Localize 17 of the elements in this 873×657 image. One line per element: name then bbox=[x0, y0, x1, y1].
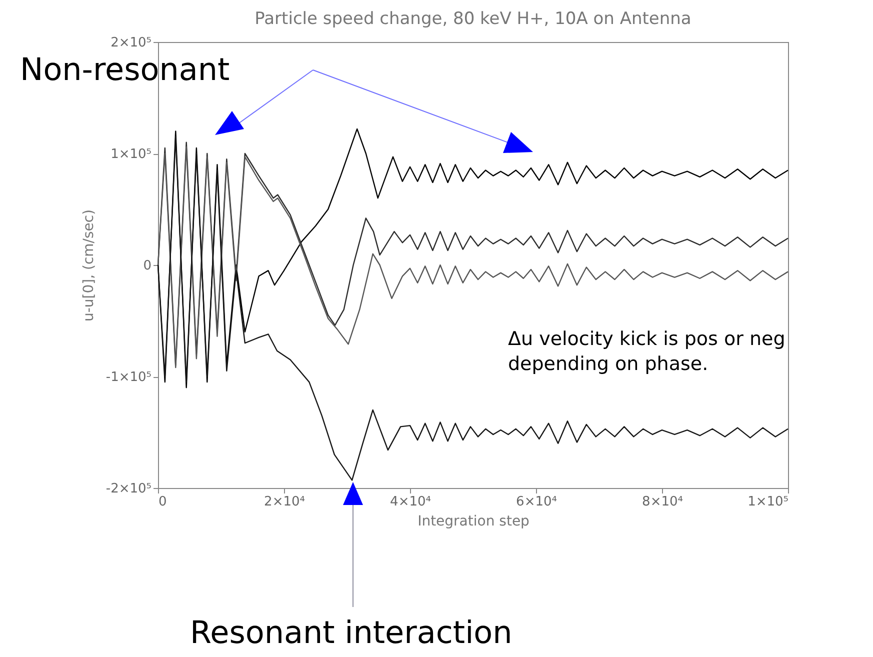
annotation: Non-resonant bbox=[20, 52, 230, 88]
x-axis-title: Integration step bbox=[418, 514, 530, 530]
x-tick-label: 0 bbox=[158, 494, 167, 510]
y-tick-label: 2×10⁵ bbox=[110, 36, 152, 50]
y-axis-title: u-u[0], (cm/sec) bbox=[80, 209, 97, 322]
annotation: Δu velocity kick is pos or neg depending on phase. bbox=[508, 327, 786, 376]
x-tick-label: 2×10⁴ bbox=[264, 494, 305, 510]
chart-title: Particle speed change, 80 keV H+, 10A on Antenna bbox=[254, 9, 692, 29]
x-tick-label: 8×10⁴ bbox=[642, 494, 683, 510]
x-tick-label: 6×10⁴ bbox=[516, 494, 557, 510]
y-tick-label: 0 bbox=[143, 258, 152, 274]
x-tick-label: 1×10⁵ bbox=[748, 494, 788, 510]
x-tick-label: 4×10⁴ bbox=[390, 494, 431, 510]
text: Resonant interaction bbox=[190, 615, 512, 651]
y-tick-label: -1×10⁵ bbox=[106, 370, 152, 385]
y-tick-label: 1×10⁵ bbox=[110, 147, 152, 162]
y-tick-label: -2×10⁵ bbox=[106, 482, 152, 496]
